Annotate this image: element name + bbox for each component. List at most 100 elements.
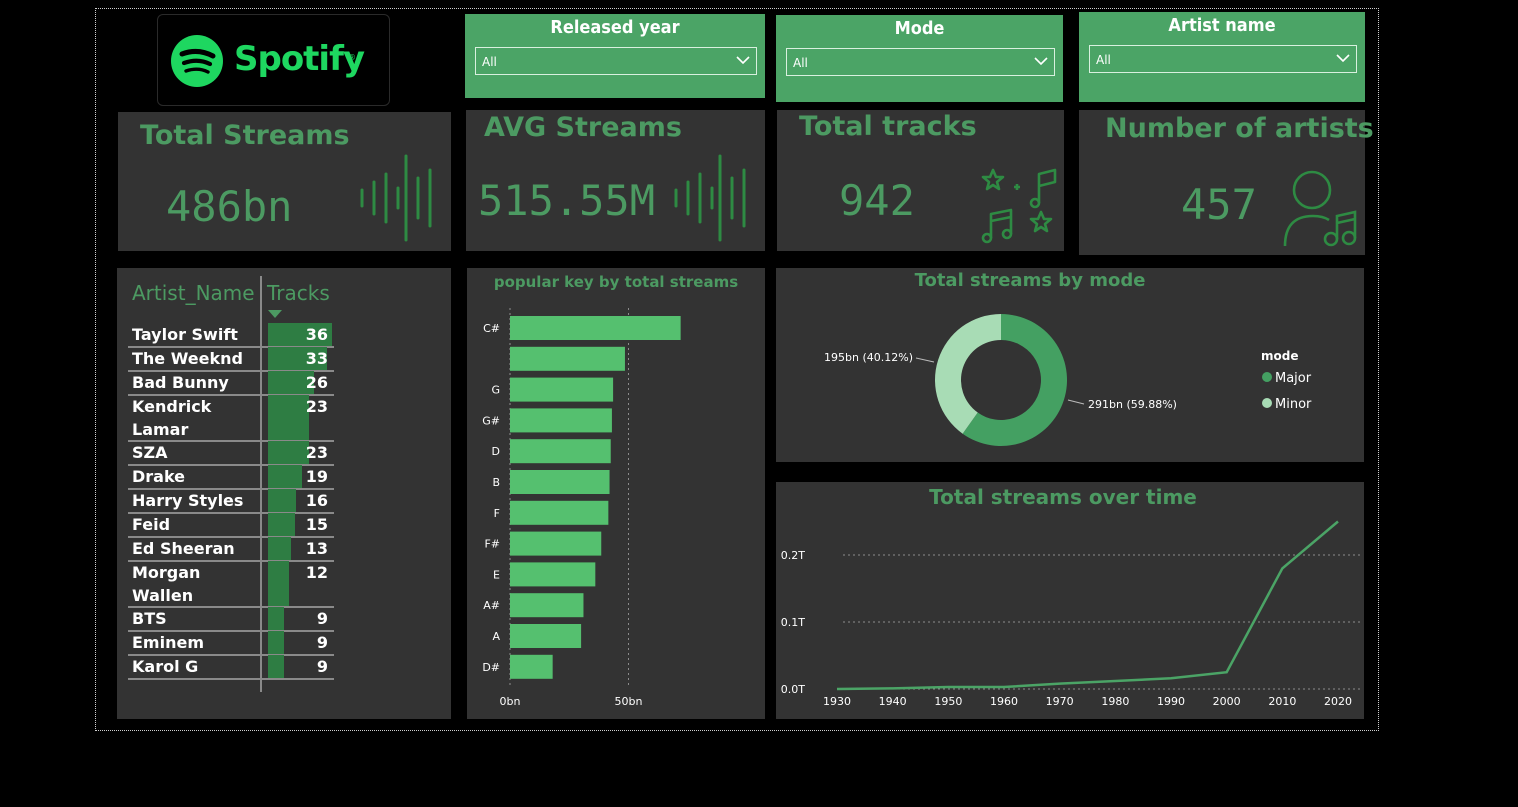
bar[interactable]	[510, 346, 625, 371]
bar[interactable]	[510, 500, 609, 525]
mode-dropdown[interactable]: All	[786, 48, 1055, 76]
tracks-value-cell: 23	[305, 397, 328, 416]
kpi-title: Number of artists	[1105, 113, 1374, 144]
tracks-data-bar	[268, 465, 302, 489]
slicer-title: Released year	[550, 17, 680, 38]
sound-wave-icon	[360, 154, 432, 242]
tracks-data-bar	[268, 561, 289, 607]
tracks-value-cell: 9	[316, 609, 328, 628]
y-tick-label: D	[492, 445, 500, 458]
artist-name-dropdown[interactable]: All	[1089, 45, 1357, 73]
bar[interactable]	[510, 654, 553, 679]
x-tick-label: 50bn	[615, 695, 643, 708]
artist-name-cell: Drake	[132, 467, 186, 486]
kpi-value: 457	[1181, 180, 1257, 229]
line-chart-plot: 0.0T 0.1T 0.2T 1930 1940 1950 1960 1970 1980 1990…	[781, 520, 1361, 708]
tracks-data-bar	[268, 347, 327, 371]
tracks-value-cell: 9	[316, 657, 328, 676]
artist-name-cell: Karol G	[132, 657, 199, 676]
tracks-value-cell: 33	[305, 349, 328, 368]
x-tick-label: 1970	[1046, 695, 1074, 708]
logo-wordmark: Spotify	[234, 39, 365, 79]
streams-by-mode-donut-chart: Total streams by mode 291bn (59.88%) 195b…	[776, 268, 1364, 462]
legend-item[interactable]: Major	[1275, 371, 1312, 386]
kpi-value: 942	[839, 176, 915, 225]
released-year-dropdown[interactable]: All	[475, 47, 757, 75]
x-tick-label: 0bn	[500, 695, 521, 708]
column-header-artist-name[interactable]: Artist_Name	[132, 281, 255, 305]
tracks-value-cell: 16	[305, 491, 328, 510]
series-line[interactable]	[836, 520, 1339, 691]
chart-title: Total streams by mode	[914, 270, 1146, 291]
column-divider	[260, 276, 262, 692]
tracks-data-bar	[268, 395, 309, 441]
legend-item[interactable]: Minor	[1275, 397, 1312, 412]
chevron-down-icon	[1336, 54, 1350, 63]
y-tick-label: B	[492, 476, 500, 489]
kpi-title: Total Streams	[140, 120, 350, 151]
y-tick-label: 0.1T	[781, 616, 805, 629]
bar[interactable]	[510, 316, 681, 340]
row-separator	[128, 560, 334, 562]
artist-name-cell: BTS	[132, 609, 167, 628]
tracks-data-bar	[268, 631, 284, 655]
artist-name-cell: Eminem	[132, 633, 204, 652]
row-separator	[128, 606, 334, 608]
slicer-title: Artist name	[1168, 15, 1276, 36]
kpi-card-total-tracks: Total tracks 942	[777, 110, 1064, 251]
tracks-value-cell: 13	[305, 539, 328, 558]
tracks-data-bar	[268, 513, 295, 537]
artist-name-cell: Taylor Swift	[132, 325, 238, 344]
logo-trademark: ®	[348, 53, 356, 62]
legend-marker	[1262, 398, 1272, 408]
artist-name-cell: Bad Bunny	[132, 373, 229, 392]
leader-line	[915, 357, 935, 363]
spotify-icon	[171, 35, 223, 87]
x-tick-label: 1980	[1101, 695, 1129, 708]
x-tick-label: 1950	[934, 695, 962, 708]
pie-slice-minor[interactable]	[935, 314, 1001, 434]
bar[interactable]	[510, 377, 614, 402]
tracks-data-bar	[268, 441, 309, 465]
row-separator	[128, 464, 334, 466]
bar[interactable]	[510, 593, 584, 618]
bar[interactable]	[510, 624, 582, 648]
y-tick-label: A#	[483, 599, 500, 612]
artist-name-cell: Feid	[132, 515, 171, 534]
artist-name-cell: Ed Sheeran	[132, 539, 235, 558]
row-separator	[128, 654, 334, 656]
bar[interactable]	[510, 470, 610, 494]
row-separator	[128, 488, 334, 490]
bar[interactable]	[510, 408, 612, 433]
kpi-card-number-of-artists: Number of artists 457	[1079, 110, 1374, 255]
bar[interactable]	[510, 531, 602, 556]
legend-marker	[1262, 372, 1272, 382]
bar[interactable]	[510, 562, 596, 587]
row-separator	[128, 440, 334, 442]
bar[interactable]	[510, 439, 611, 464]
x-tick-label: 2000	[1213, 695, 1241, 708]
bar-chart-plot: 0bn 50bn C# G G# D B F F# E A# A D#	[482, 308, 681, 708]
row-separator	[128, 394, 334, 396]
slicer-mode: Mode All	[776, 15, 1063, 102]
chart-title: Total streams over time	[929, 485, 1197, 509]
tracks-value-cell: 26	[305, 373, 328, 392]
tracks-data-bar	[268, 489, 296, 513]
y-tick-label: C#	[483, 322, 500, 335]
tracks-value-cell: 12	[305, 563, 328, 582]
slicer-artist-name: Artist name All	[1079, 12, 1365, 102]
sort-descending-icon	[268, 310, 282, 318]
y-tick-label: F#	[484, 538, 500, 551]
dropdown-value: All	[1096, 53, 1111, 67]
chevron-down-icon	[736, 56, 750, 65]
row-separator	[128, 536, 334, 538]
kpi-title: AVG Streams	[484, 112, 682, 143]
y-tick-label: D#	[482, 661, 500, 674]
row-separator	[128, 370, 334, 372]
pie-slice-major[interactable]	[962, 314, 1067, 446]
column-header-tracks[interactable]: Tracks	[267, 281, 330, 305]
tracks-data-bar	[268, 371, 314, 395]
kpi-value: 515.55M	[478, 176, 656, 225]
artist-name-cell: Morgan Wallen	[132, 563, 201, 605]
kpi-card-avg-streams: AVG Streams 515.55M	[466, 110, 765, 251]
